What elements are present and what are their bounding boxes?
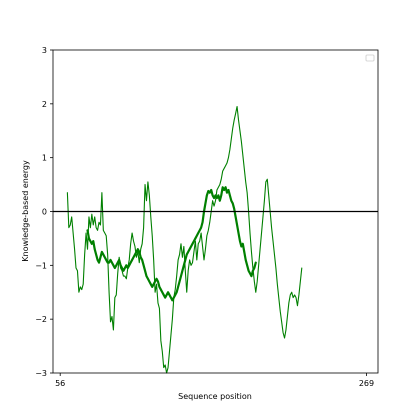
x-axis-label: Sequence position: [178, 392, 252, 401]
y-tick-label: 1: [42, 154, 47, 163]
series-line-thick: [86, 186, 257, 302]
y-tick-label: 3: [42, 46, 47, 55]
y-tick-label: 0: [42, 208, 47, 217]
y-axis-label: Knowledge-based energy: [21, 160, 30, 262]
y-tick-label: 2: [42, 100, 47, 109]
x-tick-label: 269: [359, 379, 374, 388]
y-axis: −3 −2 −1 0 1 2 3: [35, 46, 53, 378]
series-layer: [66, 105, 303, 374]
y-tick-label: −3: [35, 369, 47, 378]
y-tick-label: −1: [35, 261, 47, 270]
x-axis: 56 269: [55, 373, 374, 388]
x-tick-label: 56: [55, 379, 65, 388]
y-tick-label: −2: [35, 315, 47, 324]
legend-box[interactable]: [365, 54, 375, 62]
